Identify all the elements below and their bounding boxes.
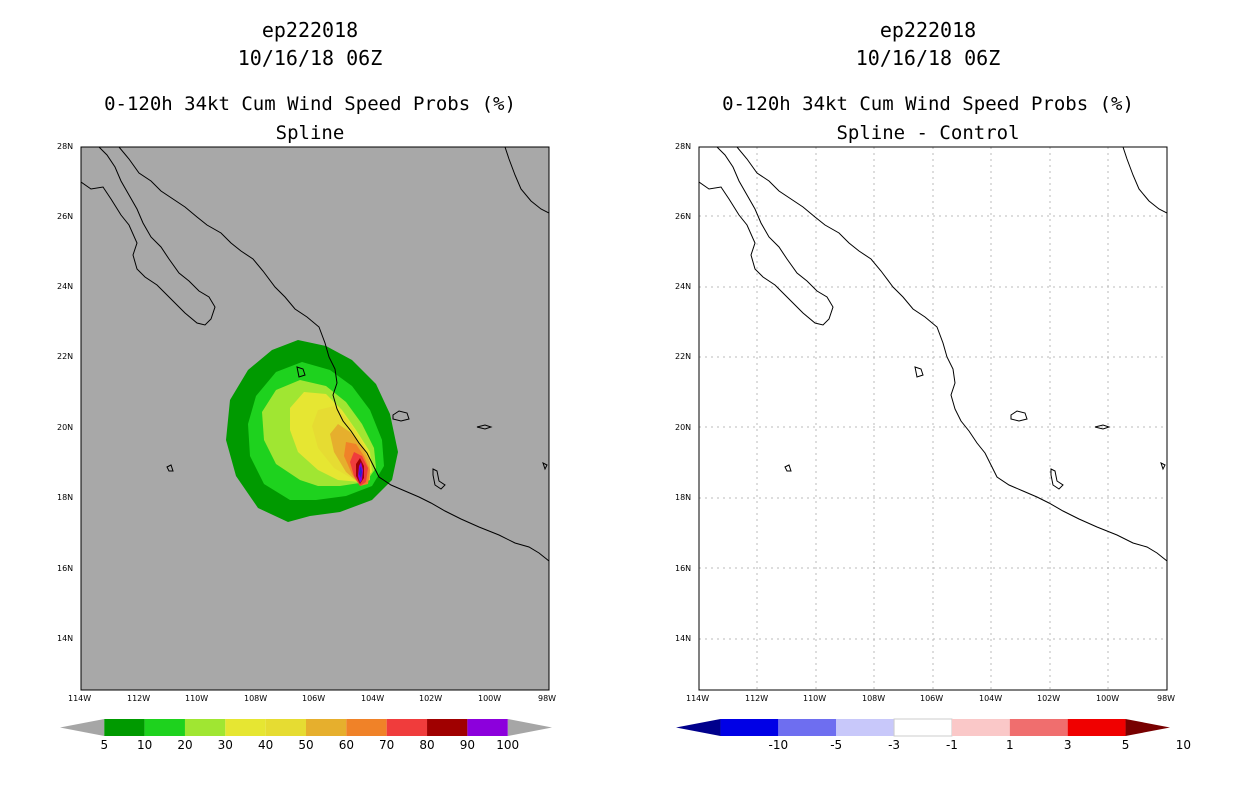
right-lon-label-112: 112W bbox=[745, 694, 769, 703]
right-lon-label-104: 104W bbox=[979, 694, 1003, 703]
left-lon-label-110: 110W bbox=[185, 694, 209, 703]
right-lon-label-114: 114W bbox=[686, 694, 710, 703]
right-product-title: 0-120h 34kt Cum Wind Speed Probs (%) bbox=[722, 93, 1134, 115]
right-colorbar-swatch bbox=[893, 718, 953, 737]
left-lat-label-20: 20N bbox=[57, 423, 74, 432]
left-map-frame bbox=[80, 146, 550, 691]
left-colorbar-low-triangle bbox=[60, 719, 105, 736]
left-colorbar-swatch bbox=[104, 719, 145, 736]
right-colorbar-tick-label: -3 bbox=[888, 738, 901, 752]
right-lon-label-98: 98W bbox=[1157, 694, 1176, 703]
left-colorbar-swatch bbox=[265, 719, 306, 736]
left-lat-label-14: 14N bbox=[57, 634, 74, 643]
right-lat-label-24: 24N bbox=[675, 282, 692, 291]
right-lon-label-108: 108W bbox=[862, 694, 886, 703]
left-colorbar bbox=[60, 719, 552, 736]
left-colorbar-tick-label: 5 bbox=[100, 738, 109, 752]
right-colorbar-low-triangle bbox=[676, 719, 721, 736]
left-product-title: 0-120h 34kt Cum Wind Speed Probs (%) bbox=[104, 93, 516, 115]
left-colorbar-tick-label: 50 bbox=[298, 738, 314, 752]
left-colorbar-tick-label: 20 bbox=[177, 738, 193, 752]
left-lon-label-114: 114W bbox=[68, 694, 92, 703]
right-colorbar-swatch bbox=[1067, 719, 1126, 736]
right-storm-id: ep222018 bbox=[879, 18, 977, 42]
right-lat-label-18: 18N bbox=[675, 493, 692, 502]
left-colorbar-tick-label: 60 bbox=[338, 738, 354, 752]
right-map-frame bbox=[698, 146, 1168, 691]
left-colorbar-swatch bbox=[225, 719, 266, 736]
left-colorbar-swatch bbox=[306, 719, 347, 736]
left-colorbar-swatch bbox=[386, 719, 428, 736]
right-colorbar-swatch bbox=[836, 719, 895, 736]
left-colorbar-swatch bbox=[144, 719, 185, 736]
left-lat-label-16: 16N bbox=[57, 564, 74, 573]
right-colorbar-swatch bbox=[951, 719, 1010, 736]
left-datetime: 10/16/18 06Z bbox=[237, 46, 383, 70]
contour-100 bbox=[359, 466, 362, 478]
right-lat-label-28: 28N bbox=[675, 142, 692, 151]
left-colorbar-swatch bbox=[346, 719, 387, 736]
left-lon-label-106: 106W bbox=[302, 694, 326, 703]
right-lon-label-100: 100W bbox=[1096, 694, 1120, 703]
left-lat-label-24: 24N bbox=[57, 282, 74, 291]
right-datetime: 10/16/18 06Z bbox=[855, 46, 1001, 70]
left-colorbar-tick-label: 70 bbox=[379, 738, 395, 752]
right-colorbar-tick-label: 1 bbox=[1005, 738, 1014, 752]
left-lat-label-26: 26N bbox=[57, 212, 74, 221]
right-lon-label-110: 110W bbox=[803, 694, 827, 703]
right-colorbar-swatch bbox=[778, 719, 837, 736]
left-lon-label-100: 100W bbox=[478, 694, 502, 703]
left-colorbar-tick-label: 40 bbox=[258, 738, 274, 752]
right-colorbar bbox=[676, 718, 1170, 737]
left-colorbar-high-triangle bbox=[507, 719, 552, 736]
left-lat-label-22: 22N bbox=[57, 352, 74, 361]
left-lon-label-112: 112W bbox=[127, 694, 151, 703]
right-colorbar-tick-label: -1 bbox=[945, 738, 958, 752]
right-colorbar-swatch bbox=[720, 719, 779, 736]
left-colorbar-tick-label: 10 bbox=[136, 738, 153, 752]
right-colorbar-high-triangle bbox=[1125, 719, 1170, 736]
left-colorbar-tick-label: 80 bbox=[419, 738, 435, 752]
right-colorbar-tick-label: -10 bbox=[768, 738, 789, 752]
right-colorbar-tick-label: 3 bbox=[1063, 738, 1072, 752]
right-colorbar-tick-label: 10 bbox=[1175, 738, 1192, 752]
right-lat-label-20: 20N bbox=[675, 423, 692, 432]
right-lon-label-106: 106W bbox=[920, 694, 944, 703]
right-lat-label-22: 22N bbox=[675, 352, 692, 361]
right-colorbar-swatch bbox=[1009, 719, 1068, 736]
right-map bbox=[698, 146, 1168, 691]
left-colorbar-tick-label: 100 bbox=[496, 738, 520, 752]
left-lon-label-108: 108W bbox=[244, 694, 268, 703]
left-subtitle: Spline bbox=[275, 122, 345, 144]
left-map bbox=[80, 146, 550, 691]
right-colorbar-tick-label: -5 bbox=[830, 738, 843, 752]
left-lat-label-28: 28N bbox=[57, 142, 74, 151]
left-probability-contours bbox=[81, 147, 549, 562]
right-colorbar-tick-label: 5 bbox=[1121, 738, 1130, 752]
left-lon-label-98: 98W bbox=[538, 694, 557, 703]
right-lat-label-26: 26N bbox=[675, 212, 692, 221]
left-colorbar-tick-label: 30 bbox=[217, 738, 233, 752]
left-colorbar-swatch bbox=[467, 719, 508, 736]
left-lat-label-18: 18N bbox=[57, 493, 74, 502]
left-lon-label-104: 104W bbox=[361, 694, 385, 703]
left-colorbar-swatch bbox=[184, 719, 226, 736]
right-lat-label-16: 16N bbox=[675, 564, 692, 573]
right-lon-label-102: 102W bbox=[1037, 694, 1061, 703]
left-lon-label-102: 102W bbox=[419, 694, 443, 703]
left-colorbar-tick-label: 90 bbox=[459, 738, 476, 752]
right-gridlines bbox=[699, 147, 1167, 690]
left-storm-id: ep222018 bbox=[261, 18, 359, 42]
right-lat-label-14: 14N bbox=[675, 634, 692, 643]
right-subtitle: Spline - Control bbox=[836, 122, 1020, 144]
left-colorbar-swatch bbox=[427, 719, 468, 736]
